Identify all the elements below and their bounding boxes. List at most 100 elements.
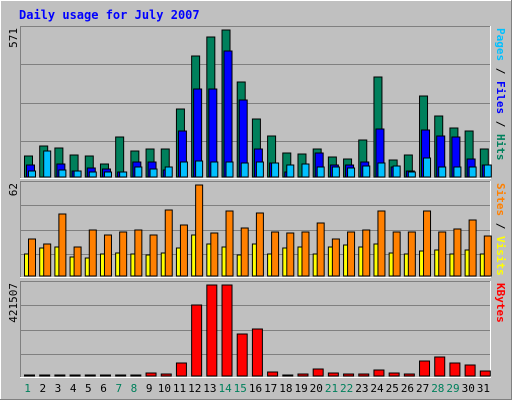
bar-pages xyxy=(255,161,264,178)
x-tick-label: 6 xyxy=(100,382,107,395)
bar-sites xyxy=(73,246,82,277)
series-legend-label: KBytes xyxy=(494,283,507,323)
x-tick-label: 7 xyxy=(115,382,122,395)
bar-kbytes xyxy=(236,333,248,377)
bar-sites xyxy=(438,231,447,277)
bar-sites xyxy=(240,227,249,277)
bar-pages xyxy=(301,163,310,178)
x-tick-label: 23 xyxy=(355,382,368,395)
bar-pages xyxy=(43,150,52,178)
bar-pages xyxy=(438,166,447,178)
bar-pages xyxy=(316,166,325,178)
x-tick-label: 8 xyxy=(131,382,138,395)
bar-kbytes xyxy=(69,374,81,377)
x-tick-label: 31 xyxy=(477,382,490,395)
bar-sites xyxy=(149,234,158,277)
bar-pages xyxy=(73,170,82,178)
legend-part: Visits xyxy=(494,236,507,276)
bar-kbytes xyxy=(343,373,355,377)
bar-kbytes xyxy=(175,362,187,377)
bar-kbytes xyxy=(191,304,203,377)
bar-kbytes xyxy=(115,374,127,377)
bar-kbytes xyxy=(99,374,111,377)
chart-panels: 571 Pages / Files / Hits 62 Sites / Visits 4… xyxy=(7,26,507,378)
legend-part: Hits xyxy=(494,134,507,161)
bar-kbytes xyxy=(206,284,218,377)
bar-kbytes xyxy=(297,373,309,377)
bar-sites xyxy=(468,219,477,277)
x-tick-label: 9 xyxy=(146,382,153,395)
bar-sites xyxy=(179,224,188,277)
bar-sites xyxy=(407,231,416,277)
bar-sites xyxy=(423,210,432,277)
bar-sites xyxy=(225,210,234,277)
bar-pages xyxy=(58,169,67,178)
bar-pages xyxy=(195,160,204,178)
bar-kbytes xyxy=(312,368,324,377)
legend-part: / xyxy=(494,114,507,134)
x-tick-label: 12 xyxy=(188,382,201,395)
bar-sites xyxy=(392,231,401,277)
bar-sites xyxy=(271,231,280,277)
bar-sites xyxy=(88,229,97,277)
panel-hits-files-pages: 571 Pages / Files / Hits xyxy=(7,26,507,179)
bar-kbytes xyxy=(221,284,233,377)
bar-kbytes xyxy=(449,362,461,377)
bar-sites xyxy=(103,234,112,277)
legend-part: / xyxy=(494,216,507,236)
x-tick-label: 17 xyxy=(264,382,277,395)
bar-pages xyxy=(453,166,462,178)
x-tick-label: 15 xyxy=(234,382,247,395)
bar-pages xyxy=(119,171,128,178)
x-tick-label: 2 xyxy=(39,382,46,395)
bar-pages xyxy=(225,161,234,178)
bar-files xyxy=(223,50,233,178)
bar-kbytes xyxy=(419,360,431,377)
panel-kbytes: 421507 KBytes xyxy=(7,281,507,378)
x-axis-ticks: 1 2 3 4 5 6 7 8 9 10 11 12 13 14 15 16 17 18 19 20 21 22 23 24 2… xyxy=(24,382,490,395)
legend-part: Pages xyxy=(494,28,507,61)
bar-hits xyxy=(115,136,125,178)
bar-kbytes xyxy=(388,372,400,377)
bar-kbytes xyxy=(267,371,279,377)
x-tick-label: 28 xyxy=(431,382,444,395)
bar-pages xyxy=(28,170,36,178)
bar-pages xyxy=(392,165,401,178)
x-tick-label: 1 xyxy=(24,382,31,395)
bar-sites xyxy=(119,231,128,277)
bar-sites xyxy=(453,228,462,277)
x-tick-label: 3 xyxy=(55,382,62,395)
bar-pages xyxy=(164,166,173,178)
bar-pages xyxy=(362,165,371,178)
bar-pages xyxy=(149,168,158,178)
bar-sites xyxy=(316,222,325,277)
bar-sites xyxy=(483,235,492,277)
x-tick-label: 24 xyxy=(370,382,384,395)
legend-part: Sites xyxy=(494,183,507,216)
legend-part: Files xyxy=(494,81,507,114)
bar-kbytes xyxy=(403,373,415,377)
bar-sites xyxy=(347,231,356,277)
bar-pages xyxy=(179,161,188,178)
chart-title: Daily usage for July 2007 xyxy=(19,8,200,22)
bar-pages xyxy=(483,164,492,178)
bar-sites xyxy=(286,232,295,277)
bar-kbytes xyxy=(282,374,294,377)
x-tick-label: 5 xyxy=(85,382,92,395)
bar-kbytes xyxy=(464,364,476,377)
bar-kbytes xyxy=(39,374,51,377)
y-axis-max-label: 571 xyxy=(7,28,20,48)
x-tick-label: 14 xyxy=(218,382,232,395)
bar-kbytes xyxy=(434,356,446,377)
bar-pages xyxy=(210,161,219,178)
y-axis-max-label: 62 xyxy=(7,183,20,196)
bar-kbytes xyxy=(130,374,142,377)
x-tick-label: 30 xyxy=(462,382,475,395)
bar-kbytes xyxy=(84,374,96,377)
x-tick-label: 20 xyxy=(310,382,323,395)
bar-sites xyxy=(255,212,264,277)
bar-sites xyxy=(28,238,36,277)
bar-kbytes xyxy=(251,328,263,377)
bar-pages xyxy=(331,166,340,178)
